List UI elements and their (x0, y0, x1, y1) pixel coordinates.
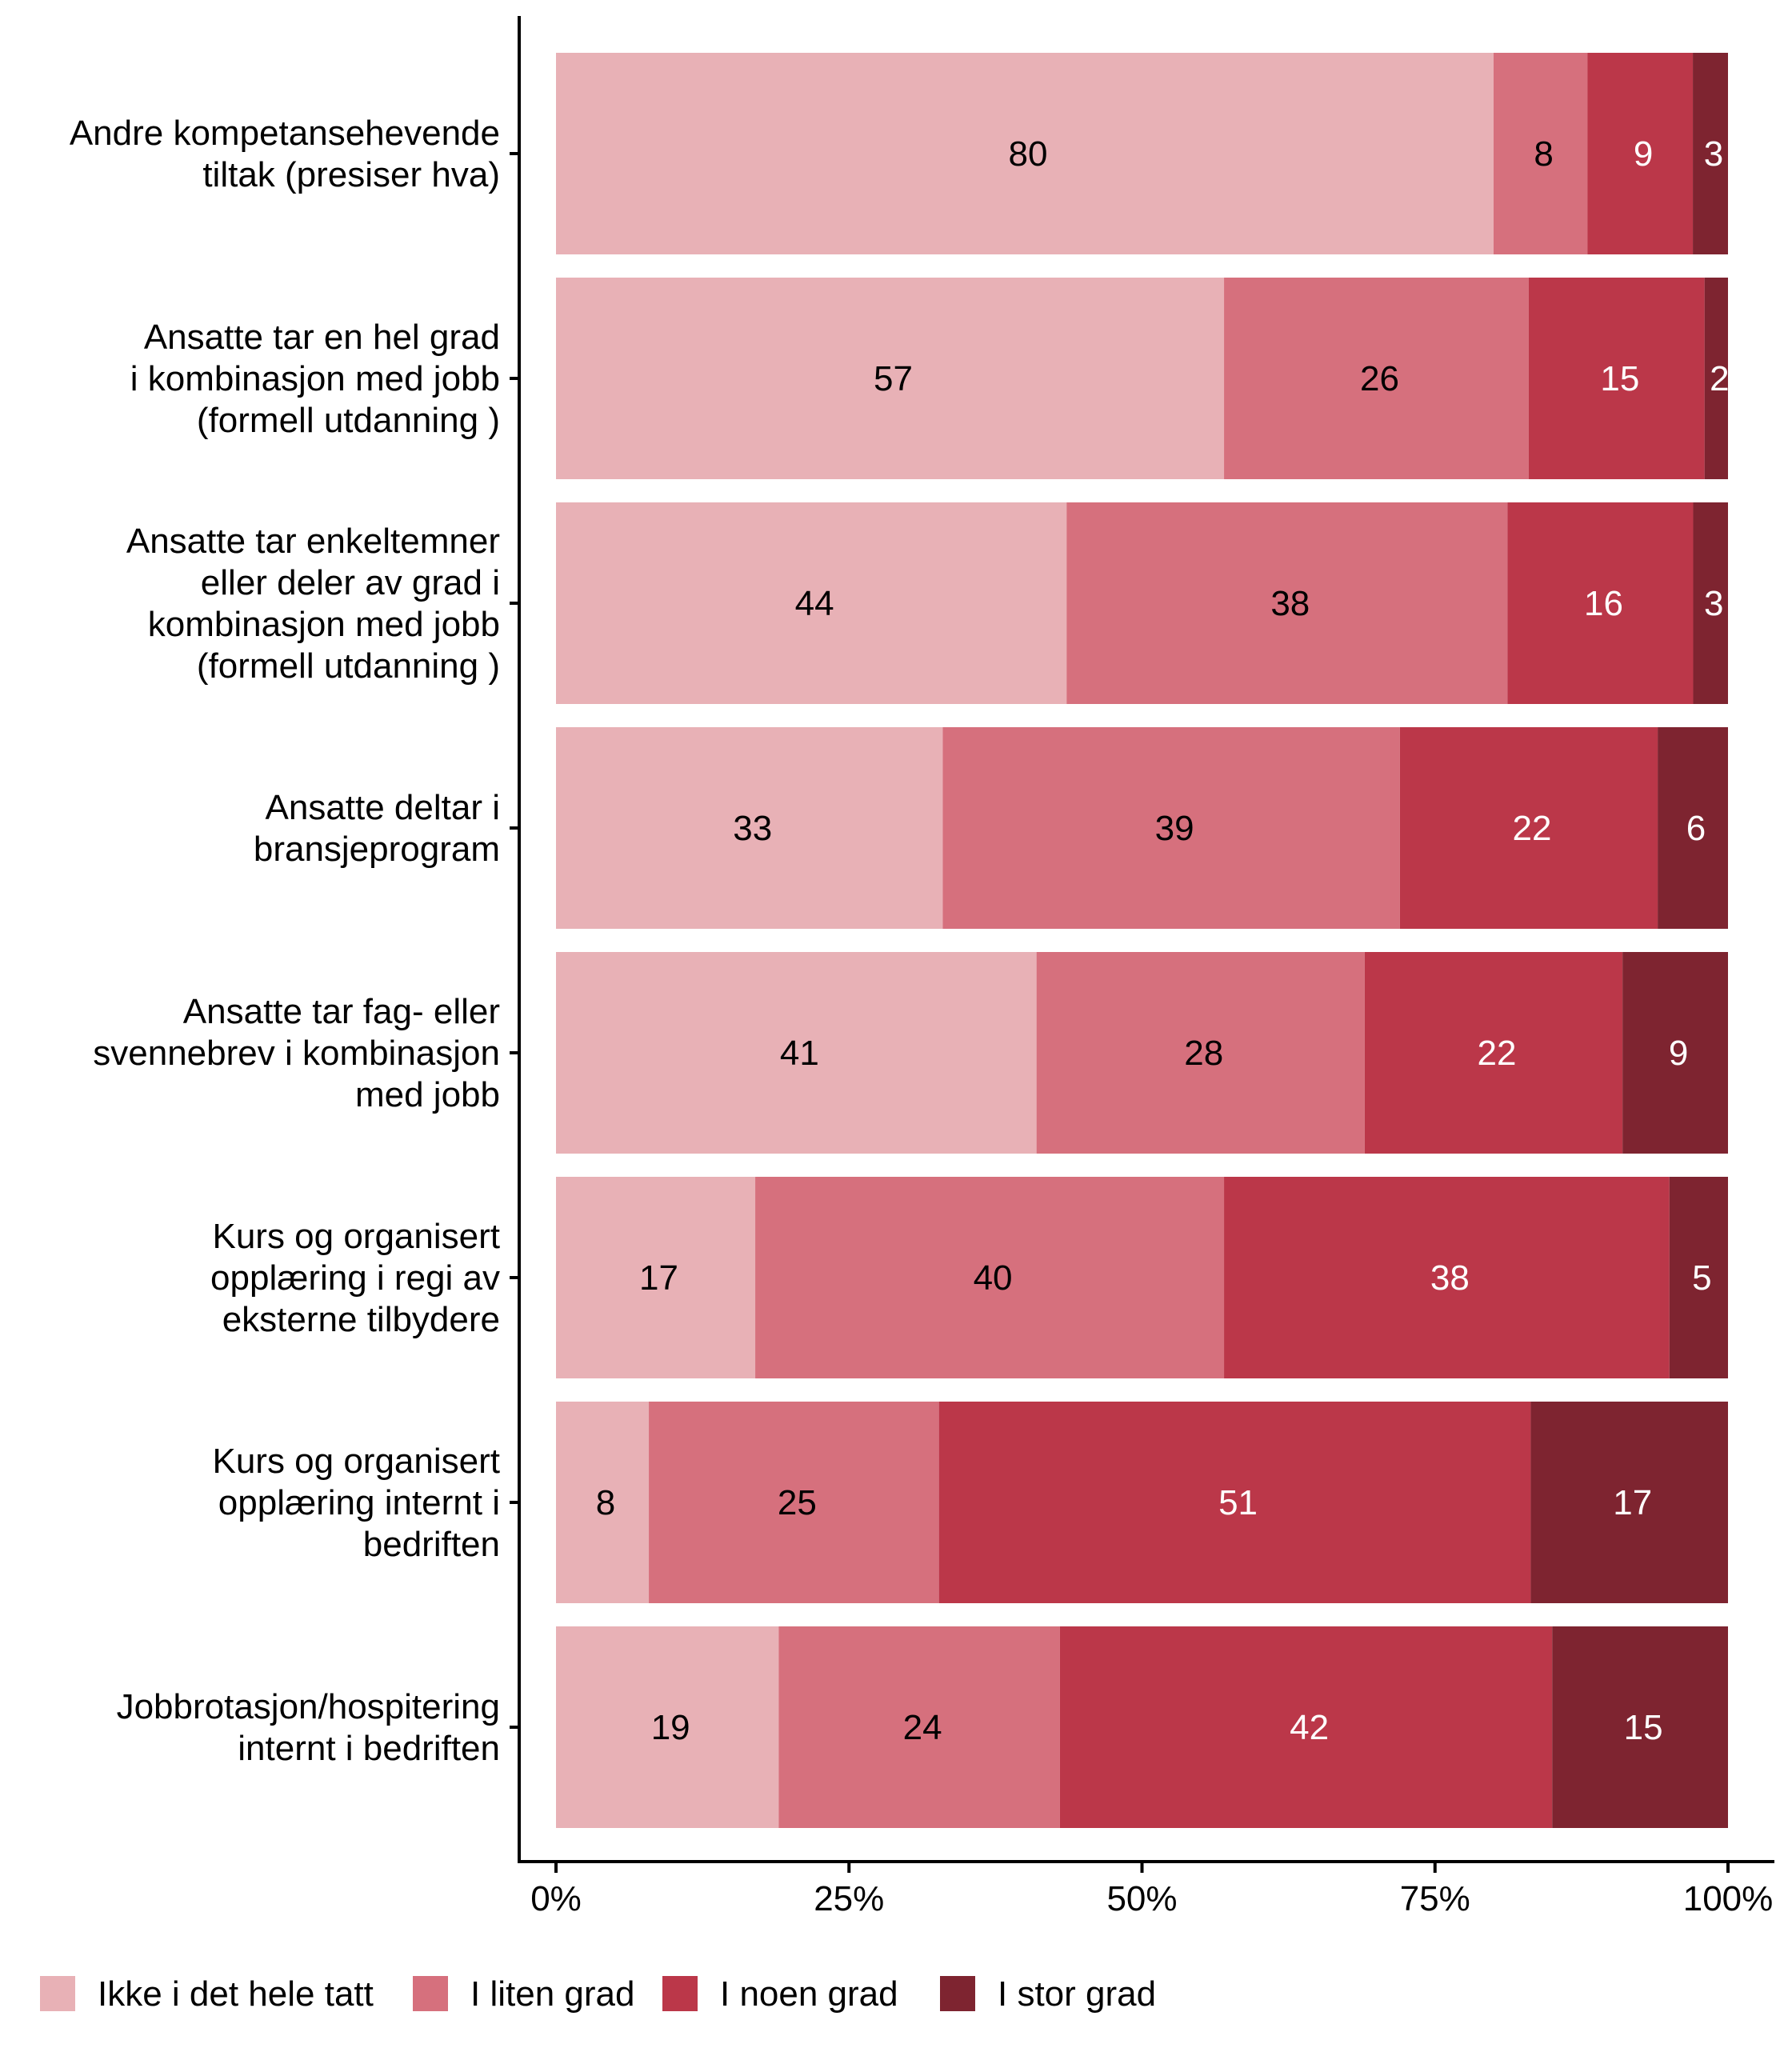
data-label: 9 (1669, 1034, 1688, 1073)
x-axis-ticks: 0% 25% 50% 75% 100% (530, 1862, 1773, 1918)
y-tick-label: Ansatte tar enkeltemner eller deler av gr… (126, 522, 500, 686)
bar-segment (556, 278, 1225, 479)
data-label: 3 (1704, 584, 1723, 623)
data-label: 16 (1584, 584, 1623, 623)
bar-segment (755, 1177, 1225, 1378)
bar-segment (1224, 278, 1529, 479)
legend-swatch (662, 1976, 698, 2011)
bar-segment (1494, 53, 1588, 254)
y-tick-label: Andre kompetansehevende tiltak (presiser … (70, 114, 500, 194)
data-label: 8 (596, 1483, 615, 1522)
bar-segment (938, 1402, 1531, 1603)
bar-segment (1622, 952, 1728, 1154)
data-label: 25 (778, 1483, 817, 1522)
y-tick-label: Ansatte tar fag- eller svennebrev i kombi… (93, 992, 500, 1114)
bar-segment (1507, 502, 1694, 704)
data-label: 22 (1478, 1034, 1517, 1073)
bar-segment (556, 502, 1067, 704)
legend-label: I noen grad (720, 1974, 898, 2014)
data-label: 2 (1710, 359, 1729, 398)
legend-label: Ikke i det hele tatt (98, 1974, 374, 2014)
data-label: 24 (903, 1708, 942, 1747)
data-label: 17 (639, 1258, 678, 1298)
x-tick-label: 100% (1683, 1879, 1774, 1918)
data-label: 6 (1686, 809, 1706, 848)
bar-segment (1552, 1626, 1728, 1828)
data-label: 17 (1613, 1483, 1652, 1522)
bar-segment (1693, 53, 1728, 254)
data-label: 39 (1155, 809, 1194, 848)
bar-segment (556, 1626, 779, 1828)
bar-segment (1528, 278, 1705, 479)
data-label: 9 (1634, 134, 1653, 174)
y-tick-label: Ansatte deltar i bransjeprogram (254, 788, 500, 869)
data-label: 28 (1184, 1034, 1223, 1073)
bar-segment (1224, 1177, 1670, 1378)
bar-segment (556, 1177, 756, 1378)
x-tick-label: 25% (814, 1879, 884, 1918)
x-tick-label: 0% (530, 1879, 582, 1918)
data-label: 80 (1009, 134, 1048, 174)
bar-segment (1693, 502, 1728, 704)
data-label: 26 (1360, 359, 1399, 398)
bar-segment (1066, 502, 1508, 704)
data-label: 38 (1270, 584, 1310, 623)
data-label: 5 (1692, 1258, 1711, 1298)
legend: Ikke i det hele tatt I liten grad I noen g… (40, 1974, 1156, 2014)
data-label: 15 (1624, 1708, 1663, 1747)
data-label: 3 (1704, 134, 1723, 174)
bar-segment (1587, 53, 1694, 254)
bar-segment (1364, 952, 1623, 1154)
x-tick-label: 75% (1400, 1879, 1470, 1918)
legend-label: I liten grad (470, 1974, 634, 2014)
data-label: 44 (795, 584, 834, 623)
y-tick-label: Ansatte tar en hel grad i kombinasjon med… (130, 318, 500, 440)
data-label: 40 (974, 1258, 1013, 1298)
data-label: 38 (1430, 1258, 1470, 1298)
legend-swatch (40, 1976, 75, 2011)
bar-segment (1704, 278, 1728, 479)
bar-segment (942, 727, 1400, 929)
bar-segment (1399, 727, 1658, 929)
data-label: 42 (1290, 1708, 1329, 1747)
legend-swatch (940, 1976, 975, 2011)
bar-segment (1059, 1626, 1553, 1828)
data-label: 19 (651, 1708, 690, 1747)
y-axis-labels: Andre kompetansehevende tiltak (presiser … (70, 114, 519, 1768)
legend-swatch (413, 1976, 448, 2011)
bar-segment (1530, 1402, 1728, 1603)
bar-segment (556, 727, 943, 929)
bar-segment (556, 1402, 650, 1603)
y-tick-label: Jobbrotasjon/hospitering internt i bedrif… (117, 1687, 500, 1768)
data-label: 8 (1534, 134, 1553, 174)
bar-segment (556, 53, 1494, 254)
y-tick-label: Kurs og organisert opplæring internt i bed… (212, 1442, 500, 1564)
data-label: 22 (1512, 809, 1551, 848)
x-tick-label: 50% (1106, 1879, 1177, 1918)
data-label: 57 (874, 359, 913, 398)
data-label: 33 (733, 809, 772, 848)
data-label: 51 (1218, 1483, 1258, 1522)
bar-segment (649, 1402, 939, 1603)
data-label: 15 (1600, 359, 1639, 398)
y-tick-label: Kurs og organisert opplæring i regi av eks… (210, 1217, 500, 1339)
bar-segment (556, 952, 1037, 1154)
data-label: 41 (780, 1034, 819, 1073)
legend-label: I stor grad (998, 1974, 1156, 2014)
bar-segment (1669, 1177, 1728, 1378)
bar-segment (778, 1626, 1060, 1828)
bar-segment (1658, 727, 1728, 929)
bar-segment (1036, 952, 1365, 1154)
bars: 80 8 9 357 26 15 244 38 16 333 39 22 641 28 22 917 40 38 5… (556, 53, 1729, 1828)
